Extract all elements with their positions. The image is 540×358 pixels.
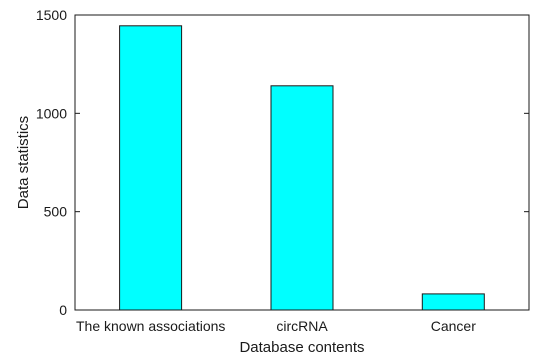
x-tick-label: The known associations: [76, 318, 225, 334]
y-tick-label: 500: [44, 204, 68, 220]
y-tick-label: 0: [59, 302, 67, 318]
y-tick-label: 1500: [36, 7, 67, 23]
bar: [119, 25, 183, 311]
x-tick-label: circRNA: [276, 318, 328, 334]
x-tick-label: Cancer: [431, 318, 476, 334]
bar: [421, 293, 485, 311]
x-axis-ticks: The known associations circRNA Cancer: [76, 318, 476, 334]
y-axis-label: Data statistics: [15, 116, 32, 209]
x-axis-label: Database contents: [239, 339, 364, 356]
plot-frame: [74, 14, 530, 311]
y-axis-ticks: 0 500 1000 1500: [36, 7, 529, 318]
y-tick-label: 1000: [36, 105, 67, 121]
bars: [119, 25, 485, 311]
bar: [270, 85, 334, 311]
